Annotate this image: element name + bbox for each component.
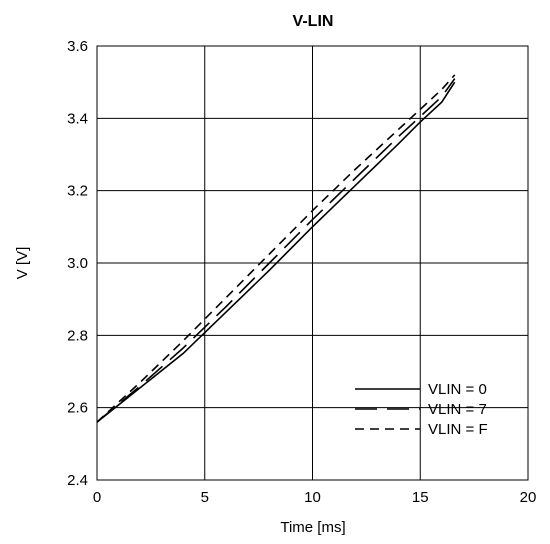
- x-tick-label: 15: [412, 489, 429, 506]
- y-tick-label: 2.4: [67, 472, 88, 489]
- legend-label: VLIN = 7: [428, 401, 487, 418]
- legend-label: VLIN = 0: [428, 381, 487, 398]
- series-line-vlin-0: [96, 81, 456, 423]
- y-tick-label: 2.8: [67, 327, 88, 344]
- y-tick-label: 3.6: [67, 38, 88, 55]
- y-tick-label: 3.0: [67, 255, 88, 272]
- chart-title: V-LIN: [293, 13, 334, 30]
- legend: VLIN = 0 VLIN = 7 VLIN = F: [355, 381, 488, 438]
- series-lines: [96, 74, 456, 423]
- series-line-vlin-7: [96, 78, 456, 423]
- y-tick-label: 3.2: [67, 183, 88, 200]
- axis-ticks: 0 5 10 15 20 2.4 2.6 2.8 3.0 3.2 3.4 3.6: [67, 38, 536, 506]
- x-tick-label: 0: [93, 489, 101, 506]
- y-tick-label: 3.4: [67, 110, 88, 127]
- legend-label: VLIN = F: [428, 421, 488, 438]
- x-tick-label: 5: [201, 489, 209, 506]
- x-tick-label: 10: [304, 489, 321, 506]
- y-axis-title: V [V]: [14, 247, 31, 280]
- grid-lines: [97, 46, 528, 480]
- series-line-vlin-f: [96, 74, 456, 423]
- x-axis-title: Time [ms]: [280, 519, 345, 536]
- x-tick-label: 20: [520, 489, 537, 506]
- plot-area-frame: [96, 45, 529, 481]
- y-tick-label: 2.6: [67, 400, 88, 417]
